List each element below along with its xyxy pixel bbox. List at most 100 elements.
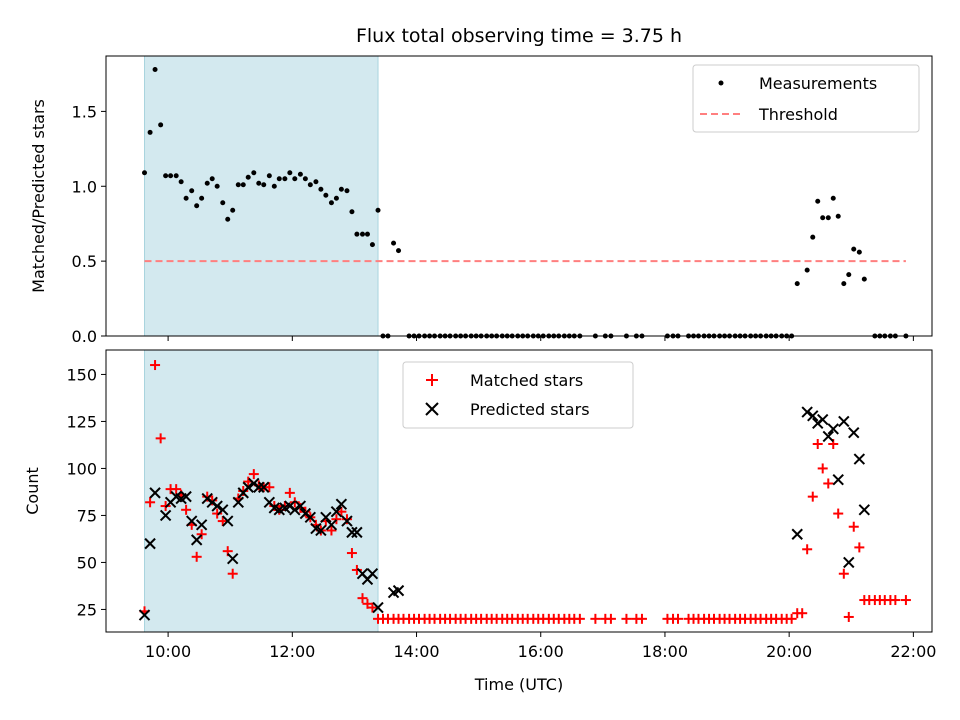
matched-star-point [900,595,911,606]
measurement-point [815,198,821,204]
figure-title: Flux total observing time = 3.75 h [356,25,682,47]
x-tick-label: 16:00 [518,642,564,661]
bottom-y-tick-label: 125 [66,412,97,431]
measurement-point [225,216,231,222]
matched-star-point [336,506,347,517]
legend-matched-label: Matched stars [470,371,583,390]
bottom-axes-frame [105,349,933,633]
measurement-point [256,180,262,186]
predicted-star-point [392,584,405,597]
matched-star-point [264,482,275,493]
legend-predicted-marker [425,402,439,416]
matched-star-point [217,516,228,527]
matched-star-point [574,613,585,624]
top-shade-layer [144,55,379,337]
predicted-star-point [217,504,229,516]
measurement-point [152,66,158,72]
bottom-legend: Matched stars Predicted stars [402,361,634,429]
measurement-point [163,173,169,179]
bottom-y-tick-label: 25 [77,600,97,619]
measurement-point [204,180,210,186]
measurement-point [851,246,857,252]
measurement-point [364,231,370,237]
measurement-point [820,215,826,221]
measurement-point [297,171,303,177]
predicted-star-point [838,415,850,428]
measurement-point [302,176,308,182]
measurement-point [251,170,257,176]
measurement-point [375,207,381,213]
predicted-star-point [325,519,338,531]
top-legend: Measurements Threshold [692,64,920,133]
matched-star-point [326,525,337,536]
matched-star-point [248,469,259,480]
measurement-point [287,170,293,176]
top-y-axis-label: Matched/Predicted stars [29,99,48,293]
measurement-point [199,195,205,201]
predicted-star-point [242,481,254,493]
matched-star-point [150,360,161,371]
measurement-point [318,186,324,192]
matched-star-point [341,514,352,525]
matched-star-point [300,506,311,517]
measurement-point [220,200,226,206]
predicted-star-point [335,498,348,510]
predicted-star-point [211,500,223,512]
matched-star-point [823,478,834,489]
matched-star-point [621,613,632,624]
bottom-legend-box [402,361,634,429]
measurement-point [323,192,329,198]
bottom-points-layer [138,360,911,624]
measurement-point [369,242,375,248]
x-tick-label: 18:00 [642,642,688,661]
predicted-star-point [801,406,813,418]
matched-star-point [196,529,207,540]
predicted-star-point [149,487,161,499]
top-axes-frame [105,55,933,337]
measurement-point [830,195,836,201]
matched-star-point [605,613,616,624]
matched-star-point [848,521,859,532]
x-tick-label: 14:00 [393,642,439,661]
predicted-star-point [320,511,332,524]
predicted-star-point [827,423,839,435]
x-axis-label: Time (UTC) [474,675,563,694]
measurement-point [142,170,148,176]
x-tick-label: 20:00 [766,642,812,661]
measurement-point [328,200,334,206]
predicted-star-point [848,427,860,439]
legend-measurements-label: Measurements [759,74,877,93]
bottom-panel: 25 50 75 100 125 150 10:00 12:00 14:00 16:00 18:00… [23,349,936,694]
predicted-star-point [822,430,834,443]
predicted-star-point [253,481,265,493]
legend-matched-marker [426,374,438,386]
measurement-point [359,231,365,237]
measurement-point [338,186,344,192]
legend-threshold-label: Threshold [758,105,838,124]
matched-star-point [890,595,901,606]
measurement-point [168,173,174,179]
measurement-point [344,188,350,194]
matched-star-point [590,613,601,624]
bottom-y-tick-label: 100 [66,459,97,478]
matched-star-point [181,504,192,515]
measurement-point [194,203,200,209]
predicted-star-point [289,504,301,516]
top-y-tick-label: 1.0 [72,177,97,196]
predicted-star-point [791,528,803,540]
measurement-point [266,173,272,179]
bottom-ticks-layer: 25 50 75 100 125 150 10:00 12:00 14:00 16:00 18:00… [66,365,936,661]
measurement-point [178,179,184,185]
measurement-point [235,182,241,188]
predicted-star-point [351,526,363,539]
measurement-point [835,213,841,219]
measurement-point [292,176,298,182]
matched-star-point [797,608,808,619]
bottom-y-tick-label: 150 [66,365,97,384]
matched-star-point [279,501,290,512]
predicted-star-point [258,481,270,493]
predicted-star-point [294,500,307,512]
predicted-star-point [346,526,358,539]
measurement-point [189,188,195,194]
matched-star-point [786,613,797,624]
